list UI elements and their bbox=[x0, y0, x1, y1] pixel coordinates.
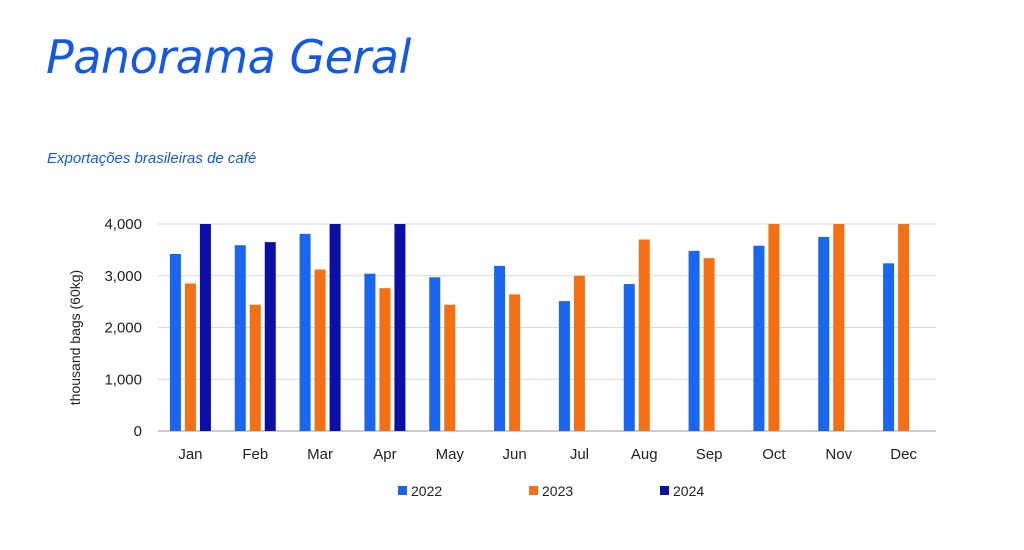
y-tick-label: 3,000 bbox=[104, 268, 142, 285]
bar-2024-mar bbox=[329, 224, 341, 431]
chart-subtitle: Exportações brasileiras de café bbox=[47, 150, 257, 167]
legend-label-2023: 2023 bbox=[542, 483, 573, 499]
y-tick-label: 0 bbox=[134, 423, 142, 440]
bar-2022-sep bbox=[688, 250, 700, 431]
legend: 2022 2023 2024 bbox=[398, 483, 704, 499]
x-tick-label: Apr bbox=[373, 446, 396, 463]
bar-2023-may bbox=[444, 304, 456, 431]
legend-swatch-2022 bbox=[398, 486, 407, 495]
bar-2023-mar bbox=[314, 269, 326, 431]
bar-2023-feb bbox=[249, 304, 261, 431]
bar-2023-dec bbox=[898, 224, 910, 431]
legend-swatch-2024 bbox=[660, 486, 669, 495]
x-tick-label: Jun bbox=[502, 446, 526, 463]
bar-2023-aug bbox=[638, 239, 650, 431]
x-tick-label: Nov bbox=[825, 446, 852, 463]
bar-2022-aug bbox=[623, 284, 635, 431]
bar-2022-jun bbox=[494, 265, 506, 431]
bar-2022-may bbox=[429, 277, 441, 431]
bar-2022-jan bbox=[169, 254, 181, 431]
bar-2023-apr bbox=[379, 288, 391, 431]
bar-2022-oct bbox=[753, 245, 765, 431]
bar-2022-apr bbox=[364, 273, 376, 431]
bar-2023-nov bbox=[833, 224, 845, 431]
bar-2022-jul bbox=[558, 301, 570, 431]
x-tick-label: Oct bbox=[762, 446, 786, 463]
legend-label-2024: 2024 bbox=[673, 483, 704, 499]
bar-2023-jul bbox=[573, 275, 585, 431]
bar-2022-mar bbox=[299, 233, 311, 431]
x-tick-label: May bbox=[436, 446, 465, 463]
x-tick-label: Mar bbox=[307, 446, 333, 463]
bar-2023-jan bbox=[184, 283, 196, 431]
bar-2022-dec bbox=[883, 263, 895, 431]
bar-series bbox=[169, 224, 910, 431]
legend-swatch-2023 bbox=[529, 486, 538, 495]
bar-2022-feb bbox=[234, 245, 246, 431]
y-tick-label: 1,000 bbox=[104, 371, 142, 388]
y-tick-label: 2,000 bbox=[104, 320, 142, 337]
y-tick-label: 4,000 bbox=[104, 216, 142, 233]
legend-label-2022: 2022 bbox=[411, 483, 442, 499]
x-axis-tick-labels: Jan Feb Mar Apr May Jun Jul Aug Sep Oct Nov Dec bbox=[178, 446, 917, 463]
bar-2023-oct bbox=[768, 224, 780, 431]
x-tick-label: Feb bbox=[242, 446, 268, 463]
bar-2023-sep bbox=[703, 258, 715, 431]
bar-2023-jun bbox=[509, 294, 521, 431]
y-axis-tick-labels: 0 1,000 2,000 3,000 4,000 bbox=[104, 216, 142, 440]
x-tick-label: Jul bbox=[570, 446, 589, 463]
x-tick-label: Sep bbox=[696, 446, 723, 463]
x-tick-label: Jan bbox=[178, 446, 202, 463]
x-tick-label: Dec bbox=[890, 446, 917, 463]
y-axis-title: thousand bags (60kg) bbox=[67, 270, 83, 405]
bar-2024-feb bbox=[264, 242, 276, 431]
gridlines bbox=[158, 223, 936, 432]
bar-2024-jan bbox=[199, 224, 211, 431]
page-title: Panorama Geral bbox=[46, 30, 411, 84]
x-tick-label: Aug bbox=[631, 446, 658, 463]
bar-2022-nov bbox=[818, 236, 830, 431]
bar-2024-apr bbox=[394, 224, 406, 431]
